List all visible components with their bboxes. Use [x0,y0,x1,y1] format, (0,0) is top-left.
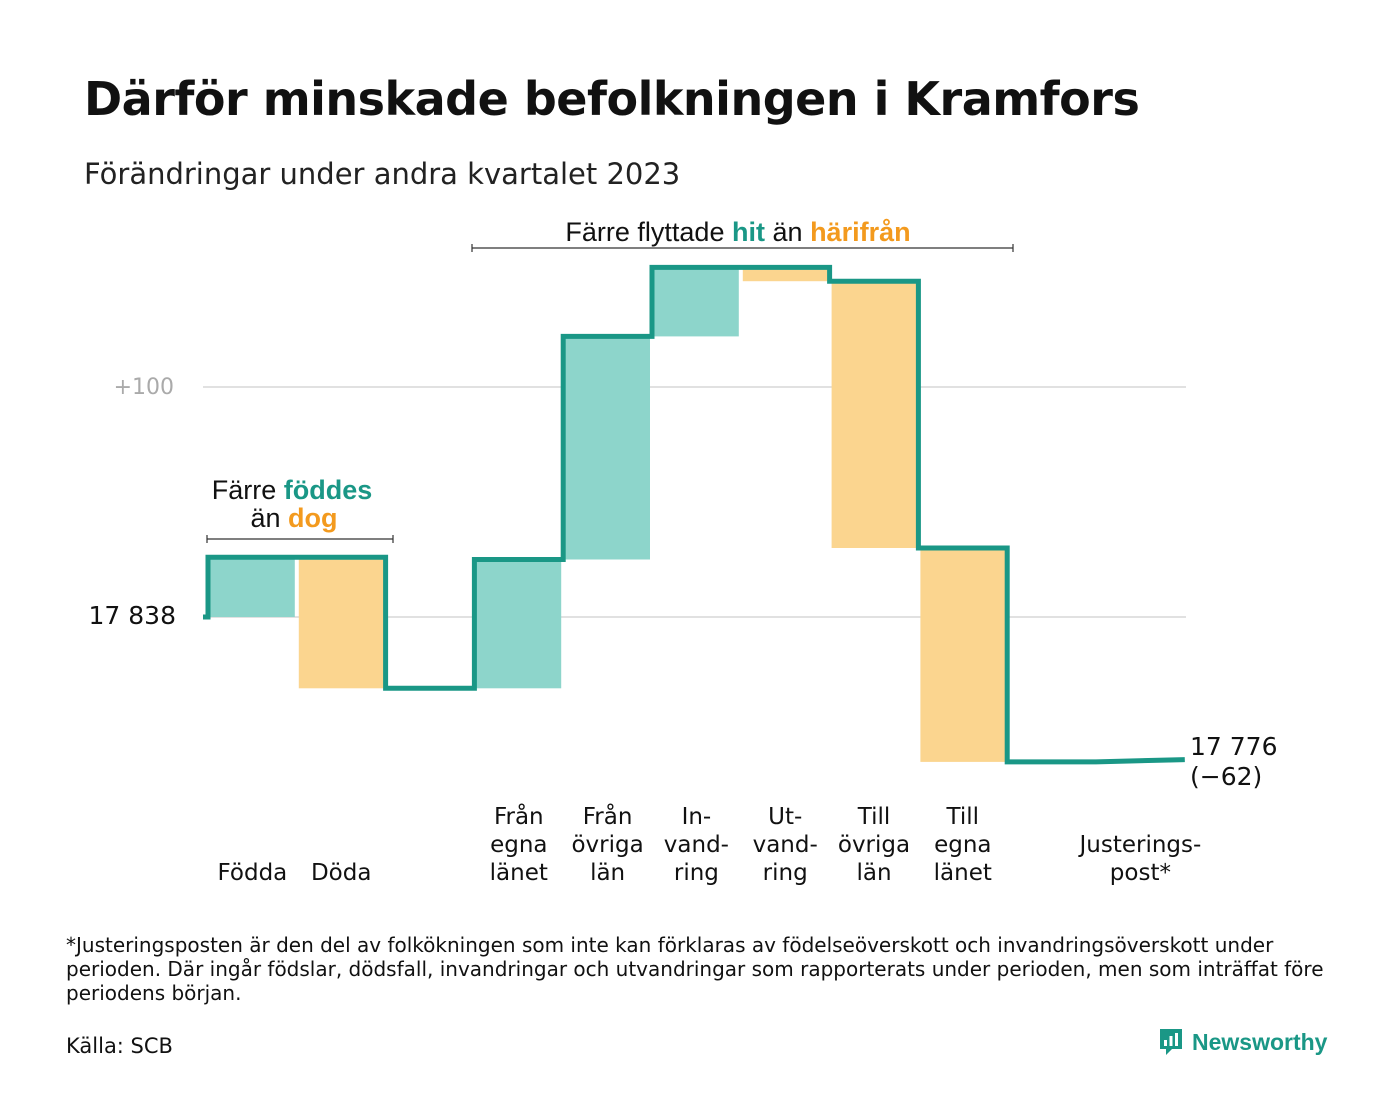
category-label-line: egna [490,832,547,858]
category-label-line: vand- [664,832,729,858]
footnote: *Justeringsposten är den del av folkökni… [66,933,1324,1005]
births-annotation-line1: Färre föddes [212,475,373,505]
source-label: Källa: SCB [66,1034,173,1058]
births-annotation-text-c: än [250,503,280,533]
population-step-line [203,264,1185,765]
migration-annotation-text-b: hit [732,217,765,247]
category-label-line: Till [946,804,980,830]
category-label-line: egna [934,832,991,858]
newsworthy-brand-name: Newsworthy [1192,1028,1328,1055]
bar-frånövrigalän [565,336,650,560]
category-label-line: Till [857,804,891,830]
migration-annotation-text: Färre flyttade hit än härifrån [565,217,910,247]
births-annotation: Färre föddes än dog [206,475,394,543]
y-tick-label: +100 [114,375,174,400]
end-value-label: 17 776 [1190,732,1277,761]
category-label: Födda [218,860,288,886]
category-label: In-vand-ring [664,804,729,886]
category-label: Ut-vand-ring [753,804,818,886]
chart-title: Därför minskade befolkningen i Kramfors [84,72,1140,126]
births-annotation-line2: än dog [250,503,337,533]
category-label-line: länet [490,860,548,886]
category-label-line: övriga [571,832,643,858]
bar-invandring [654,267,739,337]
births-annotation-text-a: Färre [212,475,277,505]
category-label-line: övriga [838,832,910,858]
category-label: Till övriga län [838,804,910,886]
migration-annotation-text-d: härifrån [810,217,911,247]
bar-tillövrigalän [831,281,917,548]
bar-födda [210,557,295,617]
category-label-line: Födda [218,860,288,886]
category-label: Justerings-post* [1077,832,1201,886]
start-value-label: 17 838 [89,601,176,630]
category-label-line: län [590,860,625,886]
category-label-line: In- [682,804,712,830]
category-label-line: län [856,860,891,886]
bar-group [210,267,1006,762]
category-label-line: Justerings- [1077,832,1201,858]
bar-döda [298,557,384,689]
category-label: Döda [311,860,371,886]
migration-annotation: Färre flyttade hit än härifrån [471,217,1014,252]
migration-annotation-text-a: Färre flyttade [565,217,724,247]
newsworthy-logo-icon [1160,1029,1182,1055]
category-label: Från egna länet [490,802,548,886]
category-label-line: Från [494,802,544,830]
end-change-label: (−62) [1190,762,1262,791]
category-label-line: ring [674,860,719,886]
category-label-line: länet [934,860,992,886]
bar-tillegnalänet [920,548,1006,762]
category-label-line: ring [763,860,808,886]
bar-utvandring [742,267,828,282]
category-label-line: post* [1110,860,1171,886]
category-label-line: vand- [753,832,818,858]
category-label-line: Ut- [768,804,802,830]
category-label: Till egna länet [934,804,992,886]
category-label: Från övriga län [571,802,643,886]
births-annotation-text-d: dog [288,503,337,533]
chart-subtitle: Förändringar under andra kvartalet 2023 [84,157,681,191]
newsworthy-logo: Newsworthy [1158,1027,1327,1057]
bar-frånegnalänet [476,559,562,689]
category-label-line: Döda [311,860,371,886]
births-annotation-text-b: föddes [284,475,373,505]
category-label-line: Från [583,802,633,830]
migration-annotation-text-c: än [773,217,803,247]
